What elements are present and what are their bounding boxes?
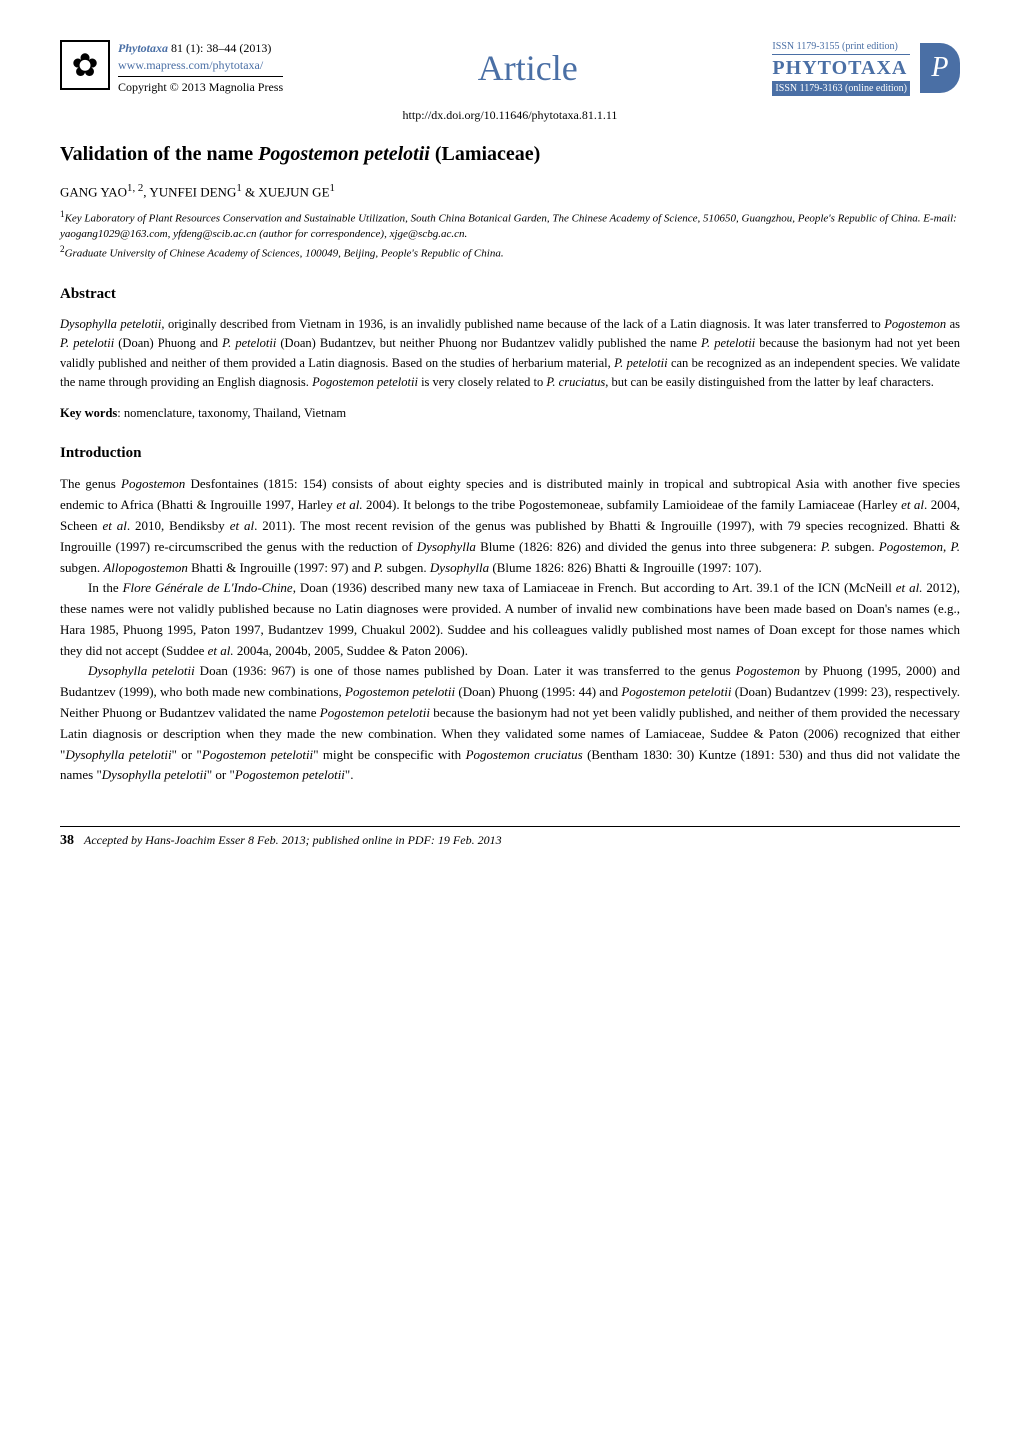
title-prefix: Validation of the name [60,143,258,165]
affiliation-2: 2Graduate University of Chinese Academy … [60,243,960,262]
journal-name: Phytotaxa [118,41,168,55]
journal-header: ✿ Phytotaxa 81 (1): 38–44 (2013) www.map… [60,40,960,96]
introduction-heading: Introduction [60,445,960,462]
page-footer: 38 Accepted by Hans-Joachim Esser 8 Feb.… [60,826,960,849]
doi: http://dx.doi.org/10.11646/phytotaxa.81.… [60,108,960,123]
brand-name: PHYTOTAXA [772,55,910,81]
flower-icon: ✿ [72,49,99,81]
intro-para-2: In the Flore Générale de L'Indo-Chine, D… [60,578,960,661]
title-species: Pogostemon petelotii [258,143,430,165]
journal-issue: Phytotaxa 81 (1): 38–44 (2013) [118,40,283,57]
authors: GANG YAO1, 2, YUNFEI DENG1 & XUEJUN GE1 [60,182,960,200]
keywords: Key words: nomenclature, taxonomy, Thail… [60,406,960,421]
abstract-text: Dysophylla petelotii, originally describ… [60,315,960,393]
journal-url: www.mapress.com/phytotaxa/ [118,57,283,74]
intro-para-3: Dysophylla petelotii Doan (1936: 967) is… [60,661,960,786]
issue-ref: 81 (1): 38–44 (2013) [171,41,271,55]
copyright-line: Copyright © 2013 Magnolia Press [118,76,283,96]
page-number: 38 [60,833,74,849]
footer-text: Accepted by Hans-Joachim Esser 8 Feb. 20… [84,833,502,849]
article-title: Validation of the name Pogostemon petelo… [60,143,960,166]
intro-para-1: The genus Pogostemon Desfontaines (1815:… [60,474,960,578]
keywords-label: Key words [60,406,117,420]
header-right: ISSN 1179-3155 (print edition) PHYTOTAXA… [772,40,960,96]
phytotaxa-p-logo: P [920,43,960,93]
header-left: ✿ Phytotaxa 81 (1): 38–44 (2013) www.map… [60,40,283,95]
issn-block: ISSN 1179-3155 (print edition) PHYTOTAXA… [772,40,910,96]
title-suffix: (Lamiaceae) [430,143,541,165]
affiliations: 1Key Laboratory of Plant Resources Conse… [60,208,960,261]
issn-online: ISSN 1179-3163 (online edition) [772,81,910,96]
magnolia-logo: ✿ [60,40,110,90]
keywords-text: : nomenclature, taxonomy, Thailand, Viet… [117,406,346,420]
issn-print: ISSN 1179-3155 (print edition) [772,40,910,55]
article-label: Article [478,47,578,89]
affiliation-1: 1Key Laboratory of Plant Resources Conse… [60,208,960,242]
publication-info: Phytotaxa 81 (1): 38–44 (2013) www.mapre… [118,40,283,95]
abstract-heading: Abstract [60,286,960,303]
